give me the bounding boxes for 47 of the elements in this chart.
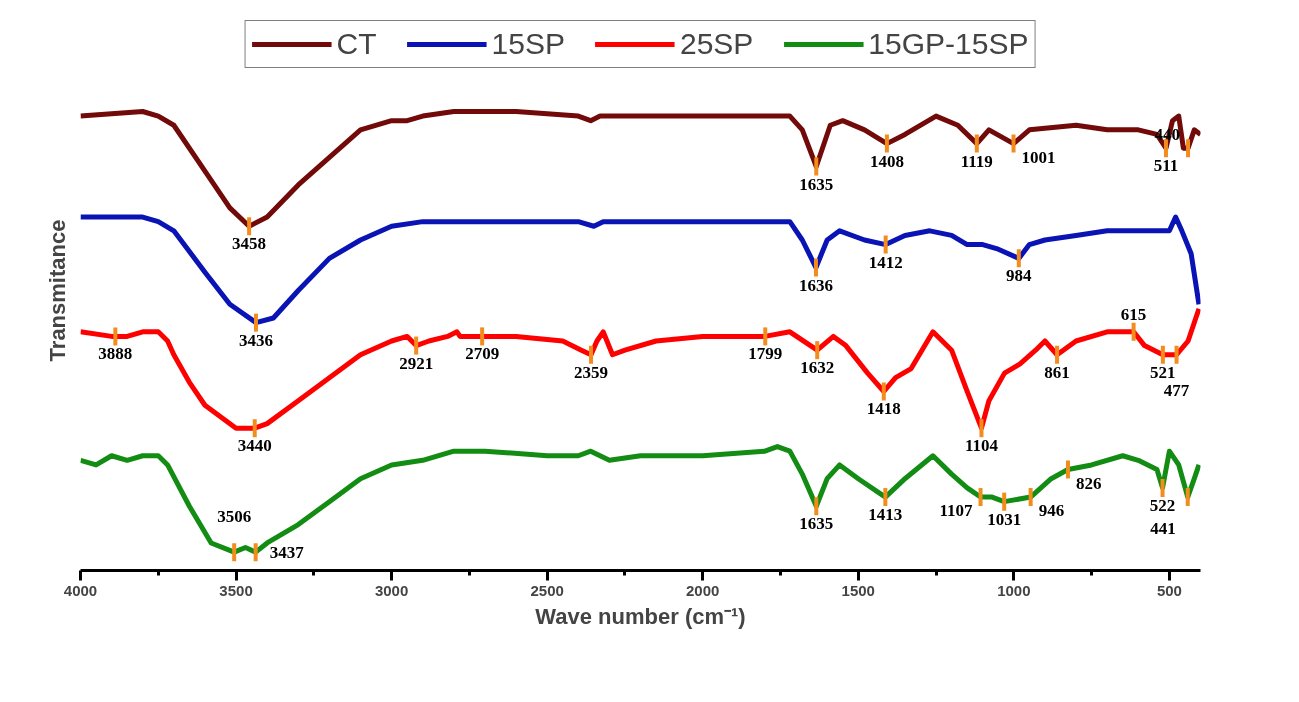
annotation: 2359 — [574, 362, 609, 382]
annotation: 1418 — [866, 399, 901, 419]
annotation: 3458 — [232, 234, 267, 254]
x-tick-label: 1500 — [841, 581, 875, 599]
annotation: 521 — [1150, 362, 1176, 382]
annotation: 522 — [1149, 495, 1176, 515]
annotation: 1799 — [748, 344, 783, 364]
legend-label: 25SP — [679, 27, 754, 61]
annotation: 511 — [1153, 156, 1179, 176]
annotation: 1412 — [868, 252, 903, 272]
annotation: 2921 — [399, 353, 434, 373]
legend-label: CT — [336, 27, 377, 61]
annotation: 1635 — [799, 514, 834, 534]
annotation: 1001 — [1021, 147, 1056, 167]
annotation: 1408 — [869, 151, 904, 171]
annotation: 861 — [1044, 362, 1070, 382]
legend-label: 15GP-15SP — [868, 27, 1029, 61]
annotation: 1031 — [987, 509, 1022, 529]
annotation: 1635 — [799, 174, 834, 194]
annotation: 615 — [1120, 304, 1147, 324]
x-axis-title: Wave number (cm⁻¹) — [535, 603, 746, 629]
annotation: 1107 — [939, 501, 974, 521]
annotation: 3437 — [269, 542, 305, 562]
x-tick-label: 4000 — [63, 581, 98, 599]
x-tick-label: 3500 — [219, 581, 253, 599]
annotation: 1104 — [964, 436, 999, 456]
annotation: 1119 — [960, 151, 993, 171]
annotation: 2709 — [465, 344, 500, 364]
annotation: 477 — [1163, 380, 1190, 400]
annotation: 3440 — [237, 436, 272, 456]
x-tick-label: 2500 — [530, 581, 564, 599]
annotation: 1636 — [798, 275, 833, 295]
annotation: 441 — [1150, 519, 1176, 539]
annotation: 826 — [1075, 473, 1102, 493]
annotation: 1632 — [800, 358, 835, 378]
annotation: 3436 — [238, 330, 273, 350]
annotation: 3506 — [217, 507, 252, 527]
x-tick-label: 3000 — [374, 581, 409, 599]
annotation: 946 — [1038, 501, 1065, 521]
x-tick-label: 2000 — [686, 581, 720, 599]
annotation: 3888 — [98, 344, 133, 364]
y-axis-title: Transmitance — [44, 219, 70, 362]
x-tick-label: 500 — [1156, 581, 1182, 599]
annotation: 984 — [1006, 266, 1033, 286]
legend-label: 15SP — [491, 27, 565, 61]
x-tick-label: 1000 — [997, 581, 1031, 599]
annotation: 1413 — [868, 505, 903, 525]
